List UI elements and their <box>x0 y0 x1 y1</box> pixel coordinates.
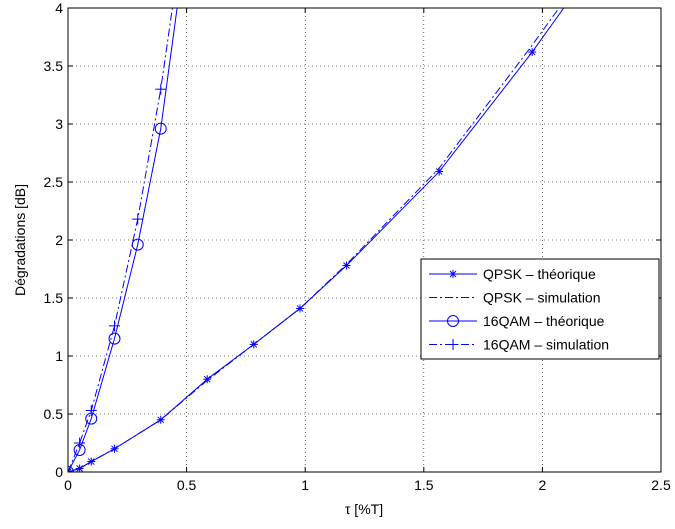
series-line-1 <box>68 8 560 472</box>
data-point <box>87 457 96 466</box>
marker-stroke <box>449 270 457 278</box>
x-axis-label: τ [%T] <box>345 501 383 517</box>
x-tick-label: 0 <box>64 477 72 493</box>
marker-circle <box>154 122 167 135</box>
legend-label: QPSK – théorique <box>483 266 596 282</box>
marker-circle <box>108 332 121 345</box>
data-point <box>156 415 165 424</box>
data-point <box>74 437 86 449</box>
data-point <box>68 468 72 472</box>
marker-stroke <box>435 168 443 175</box>
marker-stroke <box>296 305 304 312</box>
y-tick-label: 2.5 <box>44 174 64 190</box>
series-line-2 <box>68 8 178 472</box>
legend-marker <box>447 315 459 327</box>
legend-marker <box>447 339 459 350</box>
y-tick-label: 1 <box>55 348 63 364</box>
y-tick-label: 2 <box>55 232 63 248</box>
y-tick-label: 1.5 <box>44 290 64 306</box>
data-point <box>132 213 144 225</box>
marker-stroke <box>203 375 211 383</box>
series-line-0 <box>68 8 565 472</box>
legend: QPSK – théorique QPSK – simulation 16QAM –… <box>420 258 660 360</box>
legend-marker <box>449 270 457 278</box>
marker-stroke <box>68 468 72 472</box>
axis-ticks: 0 0.5 1 1.5 2 2.5 0 0.5 1 1.5 2 2.5 3 3.5 4 <box>44 0 671 493</box>
grid <box>68 8 661 472</box>
data-point <box>154 122 167 135</box>
x-tick-label: 1.5 <box>414 477 434 493</box>
y-tick-label: 4 <box>55 0 63 16</box>
marker-stroke <box>157 416 165 424</box>
data-point <box>203 375 212 384</box>
y-axis-label: Dégradations [dB] <box>12 184 28 296</box>
data-point <box>108 320 120 332</box>
data-point <box>108 332 121 345</box>
y-tick-label: 3.5 <box>44 58 64 74</box>
legend-box <box>420 258 660 360</box>
marker-stroke <box>87 458 95 465</box>
y-tick-label: 3 <box>55 116 63 132</box>
x-tick-label: 2.5 <box>651 477 671 493</box>
x-tick-label: 2 <box>539 477 547 493</box>
data-point <box>342 261 351 270</box>
marker-stroke <box>528 48 536 56</box>
marker-circle <box>447 315 459 327</box>
data-point <box>85 405 97 417</box>
y-tick-label: 0 <box>55 464 63 480</box>
x-tick-label: 0.5 <box>177 477 197 493</box>
legend-label: 16QAM – simulation <box>483 337 609 353</box>
data-point <box>155 83 167 95</box>
series-layer <box>68 8 565 472</box>
y-tick-label: 0.5 <box>44 406 64 422</box>
x-tick-label: 1 <box>301 477 309 493</box>
legend-label: 16QAM – théorique <box>483 313 605 329</box>
legend-label: QPSK – simulation <box>483 290 601 306</box>
data-point <box>528 48 537 57</box>
data-point <box>295 304 304 313</box>
marker-stroke <box>343 262 350 269</box>
